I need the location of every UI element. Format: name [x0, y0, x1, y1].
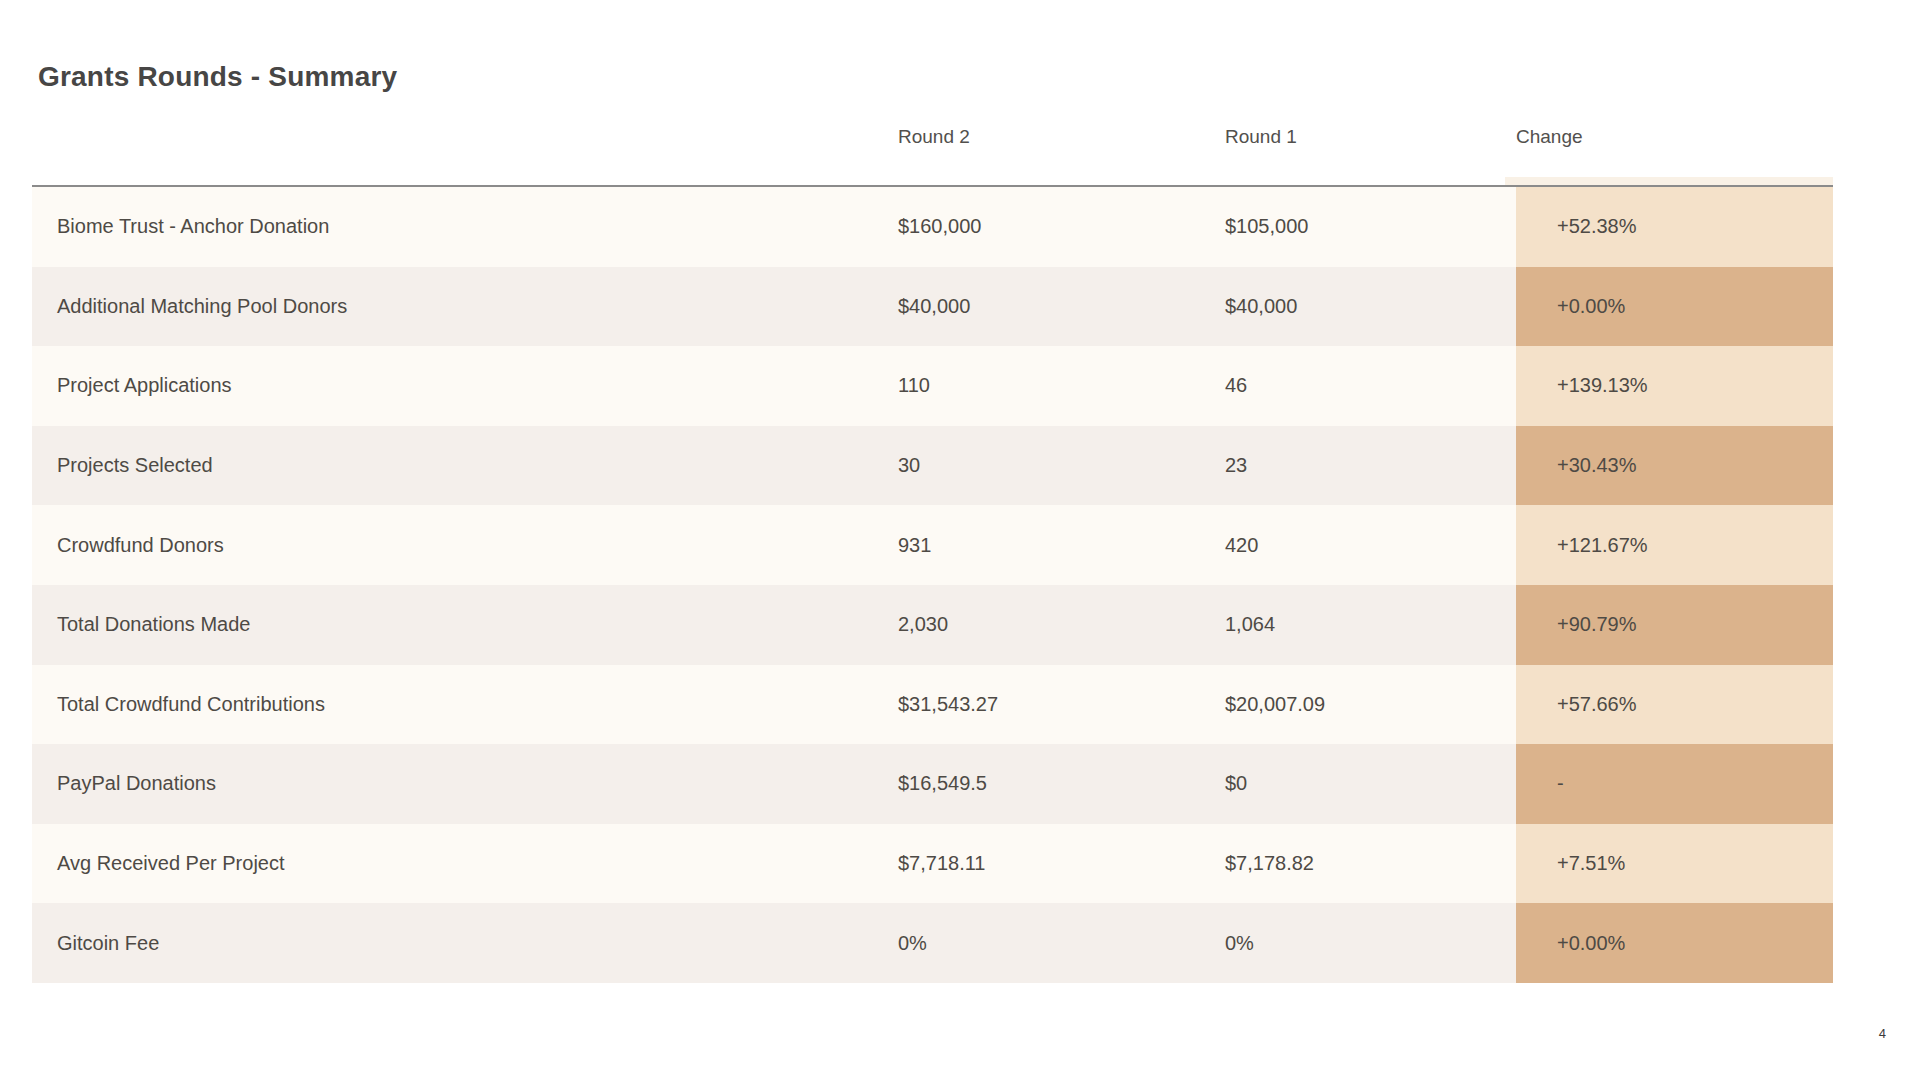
- row-label: Biome Trust - Anchor Donation: [32, 187, 898, 267]
- round2-value: 2,030: [898, 585, 1225, 665]
- change-value: +139.13%: [1516, 346, 1833, 426]
- row-label: Total Crowdfund Contributions: [32, 665, 898, 745]
- round1-value: $0: [1225, 744, 1516, 824]
- round2-value: $31,543.27: [898, 665, 1225, 745]
- round1-value: 46: [1225, 346, 1516, 426]
- round1-value: $7,178.82: [1225, 824, 1516, 904]
- round2-value: 0%: [898, 903, 1225, 983]
- row-label: Crowdfund Donors: [32, 505, 898, 585]
- round2-value: 30: [898, 426, 1225, 506]
- page-number: 4: [1879, 1026, 1886, 1041]
- page-title: Grants Rounds - Summary: [38, 59, 397, 95]
- table-body: Biome Trust - Anchor Donation $160,000 $…: [32, 187, 1833, 983]
- change-value: +52.38%: [1516, 187, 1833, 267]
- change-value: +30.43%: [1516, 426, 1833, 506]
- column-header-round2: Round 2: [898, 126, 1225, 148]
- change-value: +7.51%: [1516, 824, 1833, 904]
- summary-table: Round 2 Round 1 Change Biome Trust - Anc…: [32, 110, 1833, 983]
- round2-value: 110: [898, 346, 1225, 426]
- row-label: Gitcoin Fee: [32, 903, 898, 983]
- table-header-row: Round 2 Round 1 Change: [32, 110, 1833, 164]
- row-label: Additional Matching Pool Donors: [32, 267, 898, 347]
- table-row: Total Donations Made 2,030 1,064 +90.79%: [32, 585, 1833, 665]
- table-row: Avg Received Per Project $7,718.11 $7,17…: [32, 824, 1833, 904]
- round2-value: $40,000: [898, 267, 1225, 347]
- change-value: +0.00%: [1516, 267, 1833, 347]
- round1-value: 23: [1225, 426, 1516, 506]
- round2-value: $160,000: [898, 187, 1225, 267]
- row-label: Projects Selected: [32, 426, 898, 506]
- table-row: Project Applications 110 46 +139.13%: [32, 346, 1833, 426]
- change-value: +90.79%: [1516, 585, 1833, 665]
- round2-value: $7,718.11: [898, 824, 1225, 904]
- table-row: Crowdfund Donors 931 420 +121.67%: [32, 505, 1833, 585]
- change-value: +0.00%: [1516, 903, 1833, 983]
- round1-value: 1,064: [1225, 585, 1516, 665]
- round1-value: 0%: [1225, 903, 1516, 983]
- change-value: +57.66%: [1516, 665, 1833, 745]
- table-row: Additional Matching Pool Donors $40,000 …: [32, 267, 1833, 347]
- change-value: -: [1516, 744, 1833, 824]
- row-label: Total Donations Made: [32, 585, 898, 665]
- round1-value: $105,000: [1225, 187, 1516, 267]
- table-row: Gitcoin Fee 0% 0% +0.00%: [32, 903, 1833, 983]
- row-label: Project Applications: [32, 346, 898, 426]
- round1-value: $20,007.09: [1225, 665, 1516, 745]
- row-label: Avg Received Per Project: [32, 824, 898, 904]
- table-row: PayPal Donations $16,549.5 $0 -: [32, 744, 1833, 824]
- round1-value: $40,000: [1225, 267, 1516, 347]
- column-header-round1: Round 1: [1225, 126, 1516, 148]
- change-column-header-tint: [1505, 177, 1833, 185]
- round1-value: 420: [1225, 505, 1516, 585]
- table-row: Projects Selected 30 23 +30.43%: [32, 426, 1833, 506]
- table-row: Biome Trust - Anchor Donation $160,000 $…: [32, 187, 1833, 267]
- slide: Grants Rounds - Summary Round 2 Round 1 …: [0, 0, 1920, 1080]
- column-header-change: Change: [1516, 126, 1833, 148]
- table-row: Total Crowdfund Contributions $31,543.27…: [32, 665, 1833, 745]
- round2-value: $16,549.5: [898, 744, 1225, 824]
- row-label: PayPal Donations: [32, 744, 898, 824]
- change-value: +121.67%: [1516, 505, 1833, 585]
- round2-value: 931: [898, 505, 1225, 585]
